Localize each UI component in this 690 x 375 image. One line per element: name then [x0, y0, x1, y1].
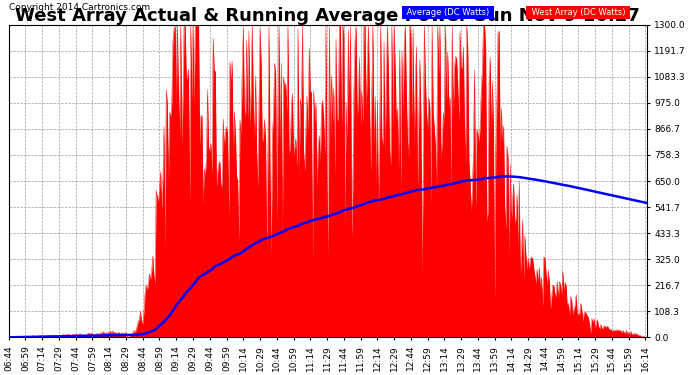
Text: Average (DC Watts): Average (DC Watts) [404, 8, 492, 17]
Text: Copyright 2014 Cartronics.com: Copyright 2014 Cartronics.com [9, 3, 150, 12]
Title: West Array Actual & Running Average Power Sun Nov 9 16:27: West Array Actual & Running Average Powe… [15, 6, 640, 24]
Text: West Array (DC Watts): West Array (DC Watts) [529, 8, 628, 17]
